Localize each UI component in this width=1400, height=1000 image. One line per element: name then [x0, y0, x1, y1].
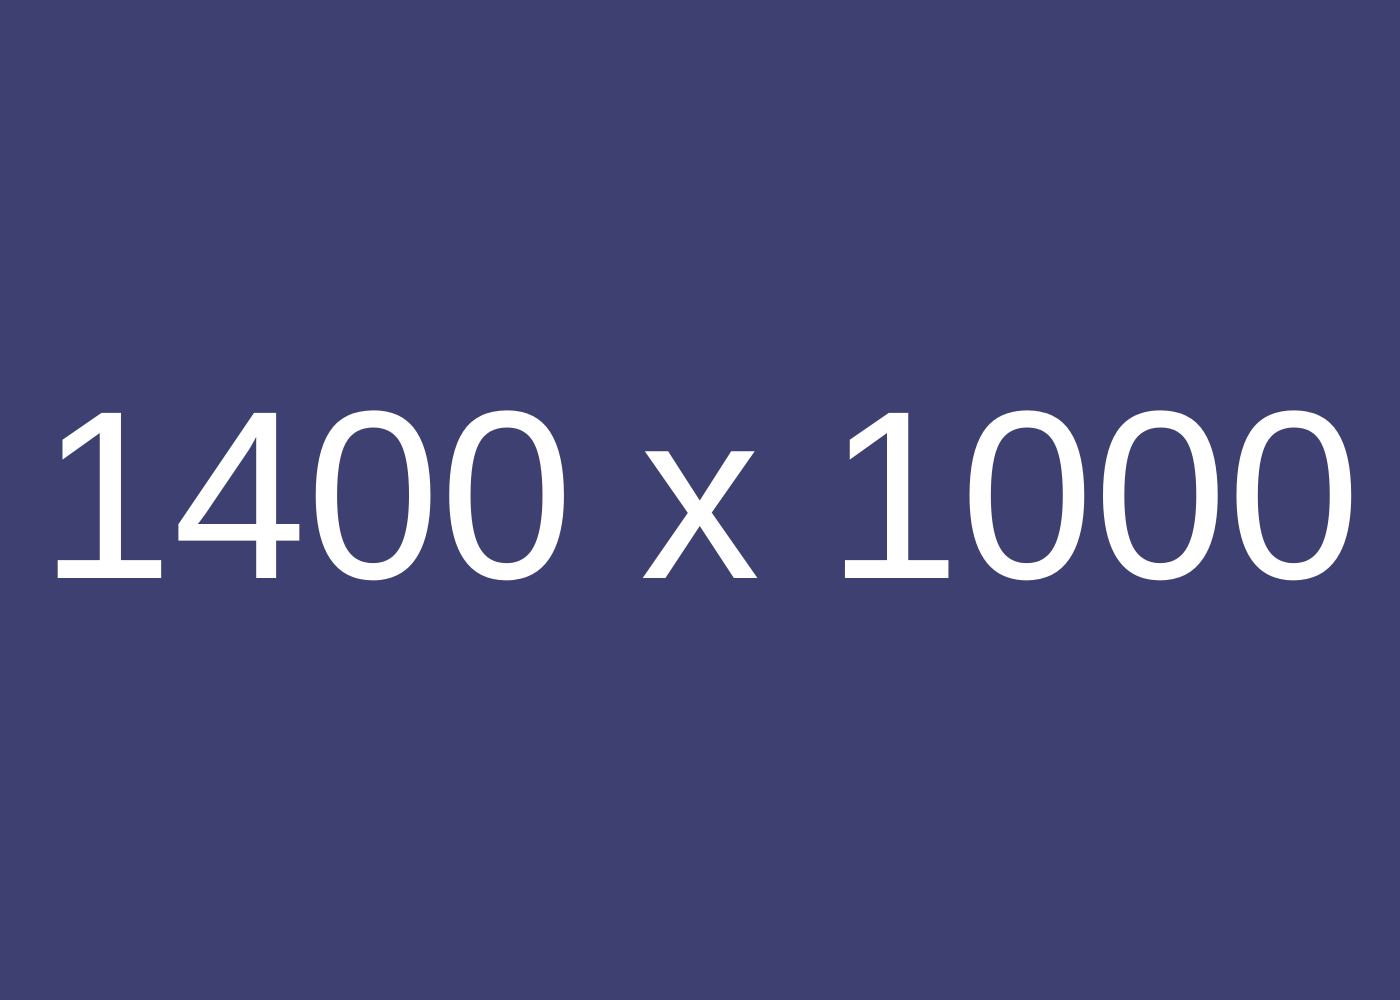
dimensions-label: 1400 x 1000: [39, 361, 1361, 629]
